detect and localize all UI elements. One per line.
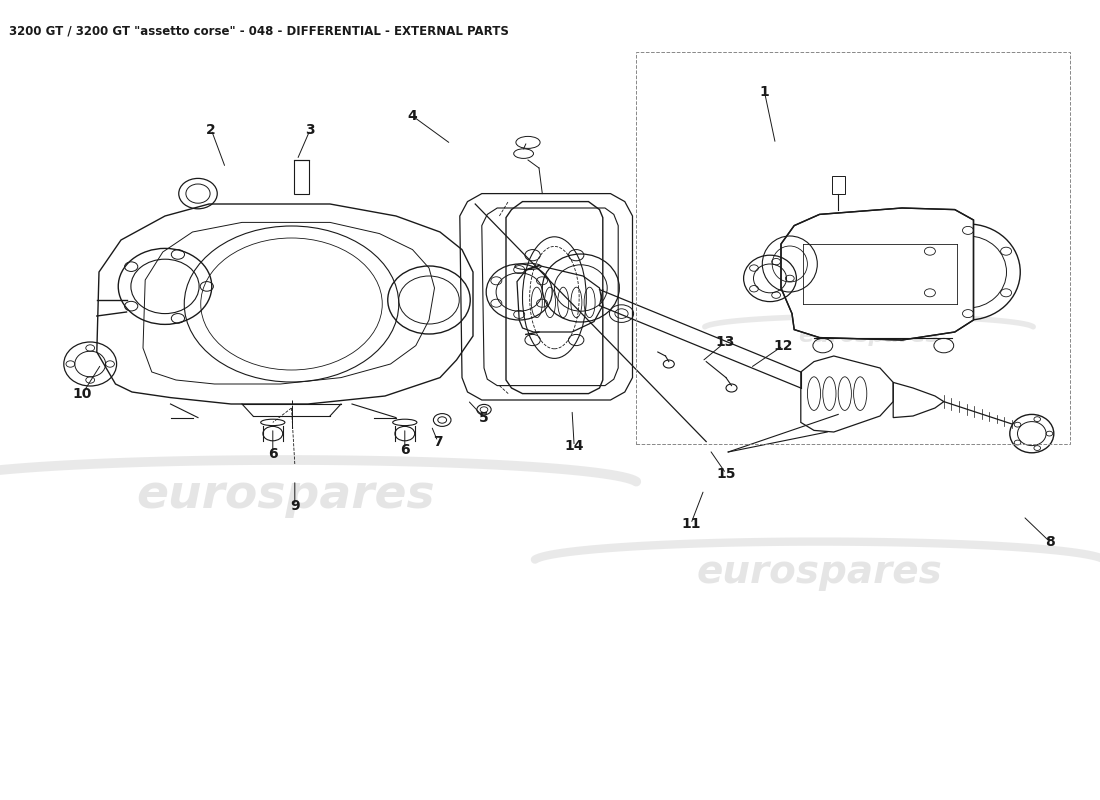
Text: 15: 15 bbox=[716, 466, 736, 481]
Text: 6: 6 bbox=[268, 447, 277, 462]
Text: 6: 6 bbox=[400, 442, 409, 457]
Text: 3200 GT / 3200 GT "assetto corse" - 048 - DIFFERENTIAL - EXTERNAL PARTS: 3200 GT / 3200 GT "assetto corse" - 048 … bbox=[9, 24, 508, 37]
Text: 1: 1 bbox=[760, 85, 769, 99]
Text: 14: 14 bbox=[564, 439, 584, 454]
Text: eurospares: eurospares bbox=[799, 326, 939, 346]
Text: 9: 9 bbox=[290, 498, 299, 513]
Polygon shape bbox=[781, 208, 974, 340]
Bar bbox=[636, 52, 1070, 444]
Text: 7: 7 bbox=[433, 434, 442, 449]
Text: 2: 2 bbox=[207, 122, 216, 137]
Text: 5: 5 bbox=[480, 410, 488, 425]
Text: eurospares: eurospares bbox=[136, 474, 436, 518]
Bar bbox=[294, 160, 309, 194]
Bar bbox=[832, 176, 845, 194]
Text: 12: 12 bbox=[773, 338, 793, 353]
Text: 8: 8 bbox=[1046, 535, 1055, 550]
Text: 11: 11 bbox=[681, 517, 701, 531]
Text: 3: 3 bbox=[306, 122, 315, 137]
Text: 13: 13 bbox=[715, 335, 735, 350]
Text: eurospares: eurospares bbox=[696, 553, 943, 591]
Text: 4: 4 bbox=[408, 109, 417, 123]
Text: 10: 10 bbox=[73, 386, 92, 401]
